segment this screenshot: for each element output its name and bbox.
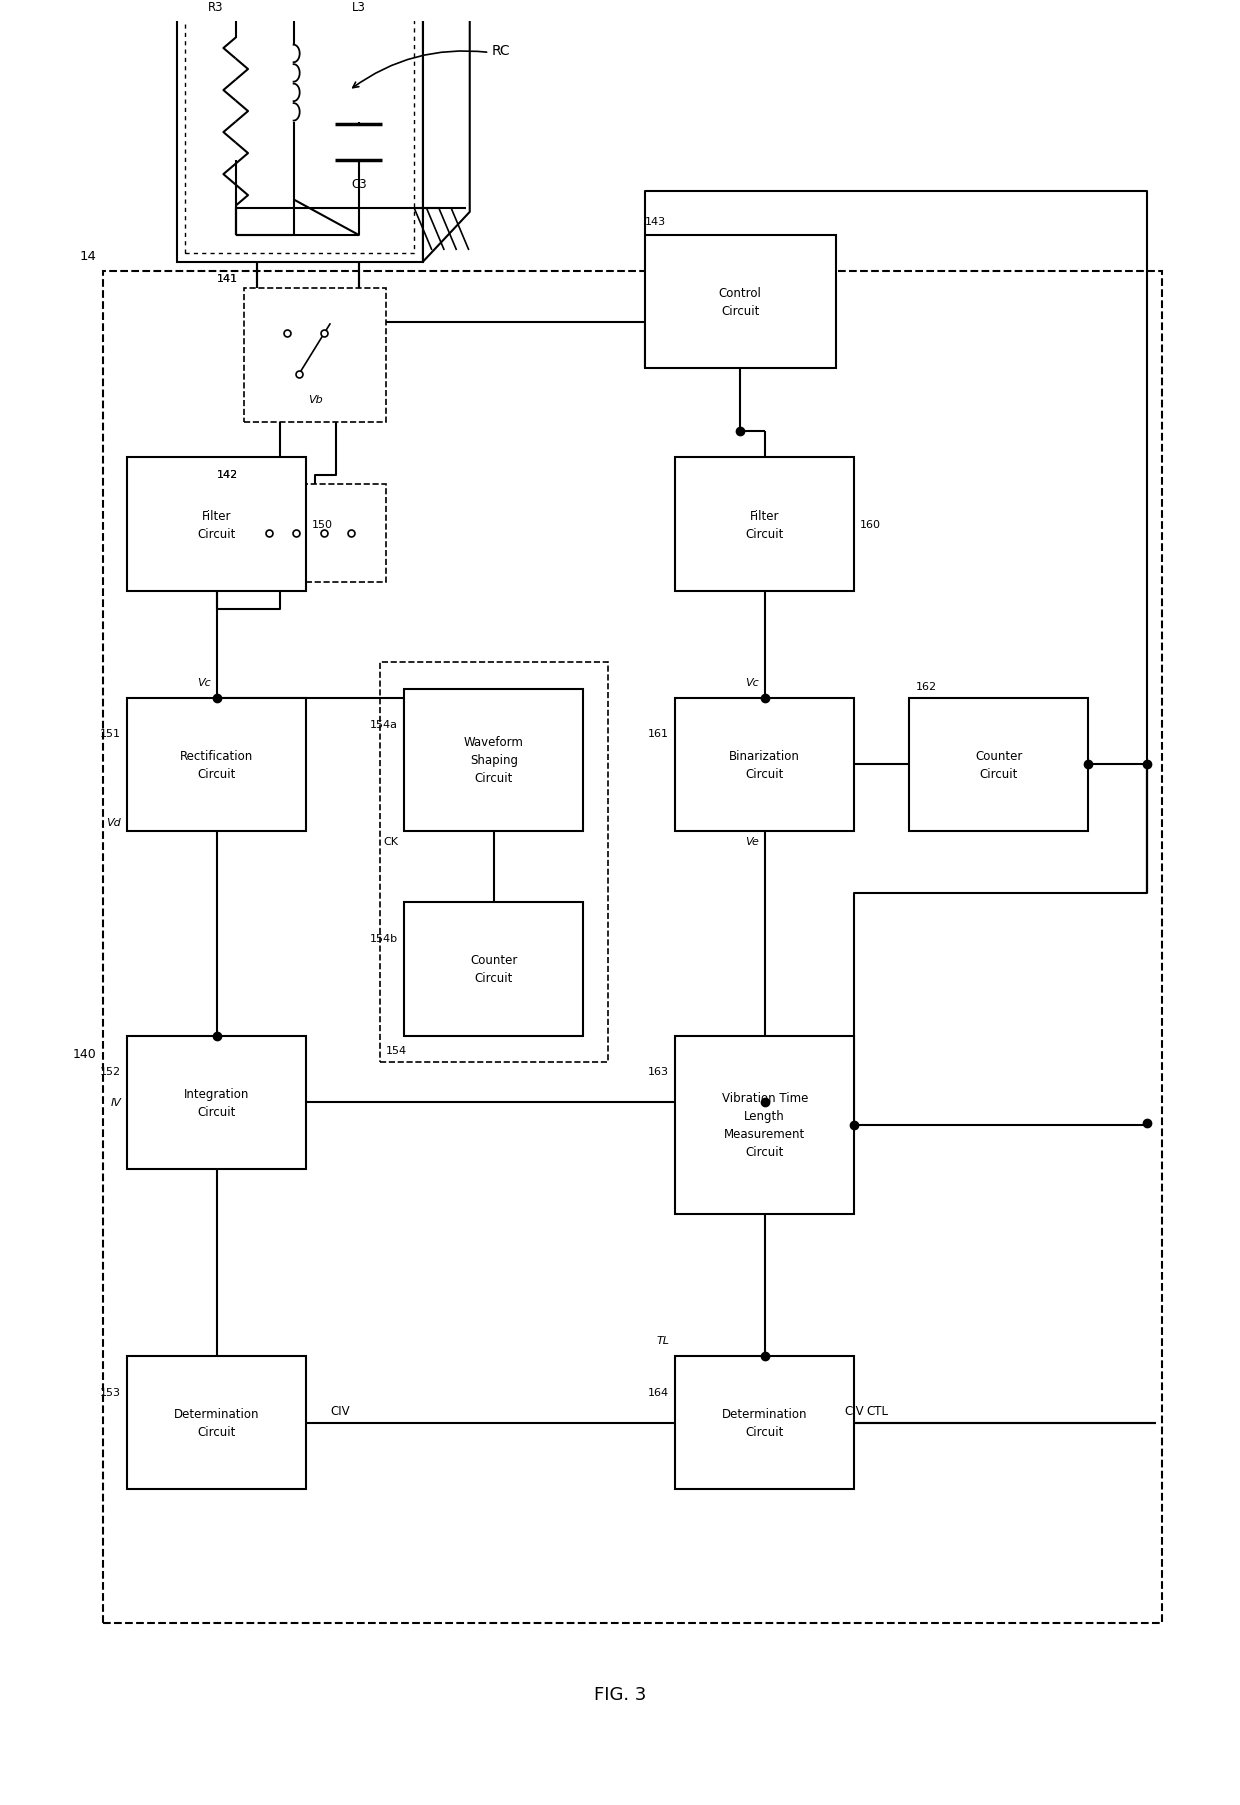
- Text: Vibration Time
Length
Measurement
Circuit: Vibration Time Length Measurement Circui…: [722, 1092, 808, 1159]
- Text: 140: 140: [73, 1047, 97, 1060]
- Bar: [676, 1356, 854, 1489]
- Text: Integration
Circuit: Integration Circuit: [184, 1087, 249, 1119]
- Bar: [128, 1356, 306, 1489]
- Text: Ve: Ve: [745, 838, 759, 847]
- Text: Filter
Circuit: Filter Circuit: [197, 509, 236, 540]
- Bar: [176, 0, 423, 262]
- Text: CK: CK: [383, 838, 398, 847]
- Text: 154a: 154a: [371, 720, 398, 729]
- Polygon shape: [423, 0, 470, 262]
- Text: Counter
Circuit: Counter Circuit: [470, 955, 517, 986]
- Text: 142: 142: [217, 469, 238, 480]
- Text: 14: 14: [79, 249, 97, 262]
- Bar: [128, 1036, 306, 1170]
- Text: 143: 143: [645, 217, 666, 227]
- Bar: [909, 699, 1087, 832]
- Text: 154b: 154b: [371, 933, 398, 944]
- Text: 141: 141: [217, 274, 238, 283]
- Text: Determination
Circuit: Determination Circuit: [722, 1408, 807, 1439]
- Bar: [404, 902, 583, 1036]
- Text: 150: 150: [312, 520, 334, 531]
- Text: 141: 141: [217, 274, 238, 283]
- Bar: [676, 699, 854, 832]
- Bar: [185, 0, 414, 255]
- Text: Filter
Circuit: Filter Circuit: [745, 509, 784, 540]
- Text: Rectification
Circuit: Rectification Circuit: [180, 749, 253, 780]
- Bar: [379, 662, 608, 1063]
- Text: L3: L3: [352, 0, 366, 14]
- Text: Vc: Vc: [197, 677, 211, 688]
- Bar: [244, 289, 386, 422]
- Text: IV: IV: [110, 1097, 122, 1108]
- Text: 164: 164: [649, 1386, 670, 1397]
- Text: 151: 151: [100, 729, 122, 738]
- Bar: [244, 486, 386, 583]
- Bar: [103, 271, 1162, 1623]
- Text: 161: 161: [649, 729, 670, 738]
- Text: RC: RC: [492, 43, 511, 58]
- Bar: [128, 699, 306, 832]
- Text: Counter
Circuit: Counter Circuit: [975, 749, 1023, 780]
- Text: 154: 154: [386, 1045, 407, 1056]
- Text: Binarization
Circuit: Binarization Circuit: [729, 749, 800, 780]
- Bar: [676, 458, 854, 592]
- Text: 160: 160: [861, 520, 882, 531]
- Bar: [676, 1036, 854, 1215]
- Text: Control
Circuit: Control Circuit: [719, 287, 761, 318]
- Text: 152: 152: [100, 1067, 122, 1078]
- Text: CIV: CIV: [844, 1404, 864, 1417]
- Text: 153: 153: [100, 1386, 122, 1397]
- Text: CIV: CIV: [331, 1404, 350, 1417]
- Text: 142: 142: [217, 469, 238, 480]
- Text: TL: TL: [656, 1336, 670, 1345]
- Text: CTL: CTL: [867, 1404, 888, 1417]
- Text: 162: 162: [915, 680, 936, 691]
- Bar: [645, 236, 836, 370]
- Bar: [404, 690, 583, 832]
- Text: R3: R3: [208, 0, 223, 14]
- Text: Vb: Vb: [308, 395, 322, 404]
- Text: FIG. 3: FIG. 3: [594, 1686, 646, 1704]
- Bar: [128, 458, 306, 592]
- Text: C3: C3: [351, 179, 367, 191]
- Text: Waveform
Shaping
Circuit: Waveform Shaping Circuit: [464, 736, 523, 785]
- Text: Vd: Vd: [107, 818, 122, 827]
- Text: 163: 163: [649, 1067, 670, 1078]
- Text: Determination
Circuit: Determination Circuit: [174, 1408, 259, 1439]
- Text: Vc: Vc: [745, 677, 759, 688]
